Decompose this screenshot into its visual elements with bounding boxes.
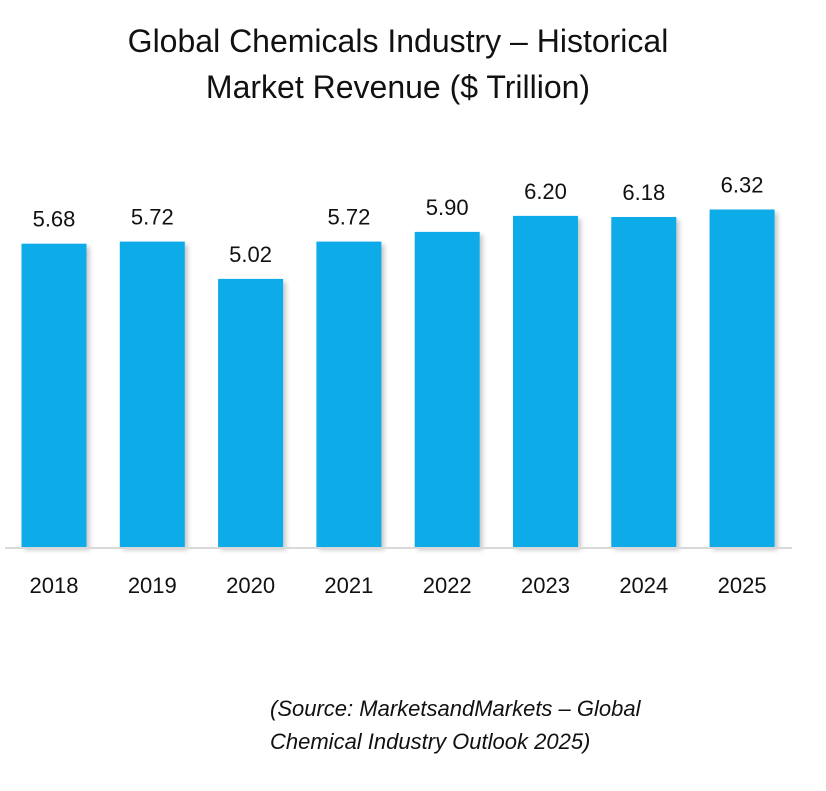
value-label-2020: 5.02 (229, 242, 272, 267)
value-labels-group: 5.68 5.72 5.02 5.72 5.90 6.20 6.18 6.32 (33, 173, 764, 267)
value-label-2021: 5.72 (327, 205, 370, 230)
value-label-2022: 5.90 (426, 195, 469, 220)
value-label-2023: 6.20 (524, 179, 567, 204)
x-tick-label-2025: 2025 (718, 573, 767, 598)
value-label-2019: 5.72 (131, 205, 174, 230)
value-label-2025: 6.32 (721, 173, 764, 198)
bar-2019 (119, 241, 185, 547)
bar-chart: 5.68 5.725.025.72 5.906.20 6.18 6.32 2018 201… (5, 173, 792, 598)
x-tick-label-2018: 2018 (30, 573, 79, 598)
bar-2018 (21, 243, 87, 547)
x-tick-label-2019: 2019 (128, 573, 177, 598)
bar-2022 (414, 231, 480, 547)
value-label-2024: 6.18 (622, 180, 665, 205)
bar-2020 (218, 278, 284, 547)
chart-title-line-2: Market Revenue ($ Trillion) (205, 69, 591, 105)
source-line-2: Chemical Industry Outlook 2025) (270, 729, 591, 754)
x-tick-labels-group: 2018 2019 2020 2021 2022 2023 2024 2025 (30, 573, 767, 598)
bar-2025 (709, 209, 775, 547)
bar-2024 (611, 217, 677, 547)
bar-2021 (316, 241, 382, 547)
bars-group (21, 209, 775, 547)
chart-title: Global Chemicals Industry – Historical M… (0, 18, 796, 110)
x-tick-label-2023: 2023 (521, 573, 570, 598)
chart-title-line-1: Global Chemicals Industry – Historical (127, 23, 669, 59)
x-tick-label-2021: 2021 (324, 573, 373, 598)
value-label-2018: 5.68 (33, 207, 76, 232)
source-note: (Source: MarketsandMarkets – Global Chem… (270, 692, 641, 758)
source-line-1: (Source: MarketsandMarkets – Global (270, 696, 641, 721)
x-tick-label-2024: 2024 (619, 573, 668, 598)
bar-2023 (513, 215, 578, 547)
x-tick-label-2022: 2022 (423, 573, 472, 598)
x-tick-label-2020: 2020 (226, 573, 275, 598)
